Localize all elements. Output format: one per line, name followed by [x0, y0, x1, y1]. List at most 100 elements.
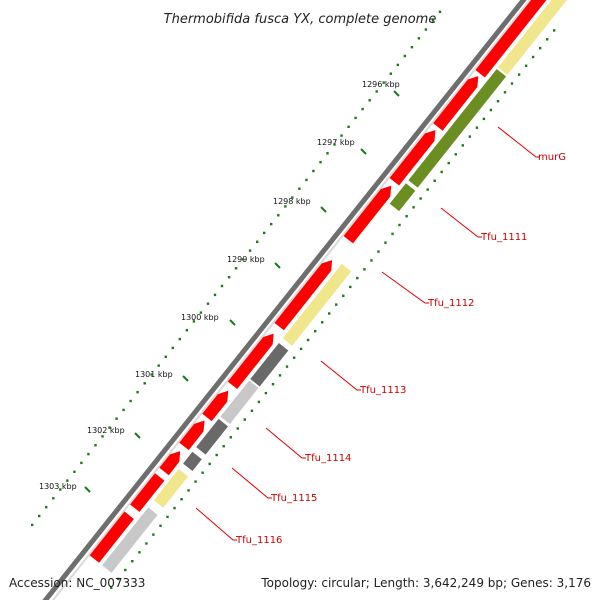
outer-ruler-dot: [284, 205, 287, 208]
callout-line: [231, 467, 272, 499]
inner-ruler-dot: [145, 542, 148, 545]
inner-ruler-dot: [166, 515, 169, 519]
cds-feature-ring: [89, 0, 547, 563]
outer-ruler-dot: [52, 497, 55, 500]
inner-ruler-dot: [152, 533, 155, 536]
inner-ruler-dot: [342, 294, 345, 297]
cds-feature-11: [89, 511, 134, 563]
outer-ruler-dot: [312, 169, 315, 173]
inner-ruler-dot: [398, 223, 401, 227]
inner-ruler-dot: [243, 418, 246, 421]
outer-ruler-dot: [157, 364, 160, 367]
tick-mark: [393, 90, 400, 97]
outer-ruler-dot: [333, 143, 336, 146]
cds-feature-9: [159, 451, 181, 476]
outer-ruler-dot: [319, 161, 322, 164]
outer-ruler-dot: [199, 311, 203, 314]
callout-line: [195, 507, 237, 541]
ruler-tick-1303: 1303 kbp: [39, 482, 91, 493]
outer-ruler-dot: [396, 63, 399, 67]
gene-label[interactable]: murG: [538, 152, 566, 163]
ruler-tick-1299: 1299 kbp: [227, 255, 281, 269]
outer-ruler-dot: [129, 399, 132, 403]
inner-ruler-dot: [356, 276, 359, 280]
inner-ruler-dot: [222, 445, 225, 448]
inner-ruler-dot: [489, 108, 493, 112]
outer-ruler-dot: [80, 461, 83, 465]
outer-ruler-dot: [431, 19, 435, 22]
outer-ruler-dot: [185, 329, 189, 332]
outer-ruler-dot: [417, 37, 421, 40]
inner-ruler-dot: [468, 135, 471, 138]
gene-label[interactable]: Tfu_1113: [359, 385, 406, 396]
outer-ruler-dot: [45, 506, 48, 509]
genome-backbone: [42, 0, 527, 600]
outer-ruler-dot: [87, 452, 90, 456]
cds-feature-2: [433, 76, 479, 131]
gene-label[interactable]: Tfu_1114: [304, 453, 351, 464]
ruler-tick-1296: 1296 kbp: [362, 80, 400, 97]
feature-segment-7: [196, 418, 228, 455]
outer-ruler-dot: [227, 276, 231, 279]
outer-ruler-dot: [31, 523, 34, 527]
inner-ruler-dot: [236, 427, 239, 430]
inner-ruler-dot: [314, 330, 317, 333]
outer-ruler-dot: [122, 408, 125, 412]
inner-ruler-dot: [328, 312, 331, 315]
tick-label: 1300 kbp: [181, 313, 219, 322]
gene-label[interactable]: Tfu_1116: [235, 535, 282, 546]
inner-ruler-dot: [124, 568, 127, 572]
outer-ruler-dot: [164, 355, 167, 358]
inner-ruler-dot: [278, 374, 282, 377]
outer-ruler-dot: [375, 90, 378, 93]
inner-ruler-dot: [433, 179, 436, 182]
tick-mark: [134, 432, 141, 439]
inner-ruler-dot: [201, 471, 204, 474]
inner-ruler-dot: [187, 489, 190, 492]
outer-ruler-dot: [136, 391, 139, 394]
genome-backbone-highlight: [51, 0, 532, 600]
inner-ruler-dot: [321, 321, 324, 324]
outer-ruler-dot: [291, 196, 294, 199]
outer-ruler-dot: [368, 99, 371, 102]
inner-ruler-dot: [482, 117, 486, 121]
outer-ruler-dot: [150, 373, 153, 376]
outer-ruler-dot: [263, 231, 266, 235]
inner-ruler-dot: [405, 215, 408, 218]
tick-label: 1303 kbp: [39, 482, 77, 491]
inner-ruler-dot: [503, 91, 507, 94]
tick-mark: [360, 148, 367, 155]
gene-callout-Tfu_1112: Tfu_1112: [381, 271, 474, 309]
feature-segment-8: [183, 451, 202, 471]
cds-feature-6: [227, 333, 274, 389]
tick-label: 1296 kbp: [362, 80, 400, 89]
tick-label: 1301 kbp: [135, 370, 173, 379]
outer-ruler-dot: [340, 134, 343, 137]
inner-ruler-dots: [110, 29, 556, 589]
inner-ruler-dot: [173, 506, 176, 510]
outer-ruler-dot: [438, 10, 442, 13]
callout-line: [440, 207, 482, 238]
inner-ruler-dot: [426, 188, 429, 191]
inner-ruler-dot: [461, 144, 464, 147]
gene-label[interactable]: Tfu_1111: [480, 232, 527, 243]
feature-segment-5: [250, 343, 289, 387]
inner-ruler-dot: [194, 480, 197, 483]
outer-ruler-dot: [206, 302, 210, 305]
outer-ruler-dot: [59, 488, 62, 491]
feature-ring: [102, 0, 567, 573]
outer-ruler-dot: [38, 514, 41, 518]
cds-feature-8: [179, 420, 205, 451]
gene-label[interactable]: Tfu_1112: [427, 298, 474, 309]
gene-label[interactable]: Tfu_1115: [270, 493, 317, 504]
outer-ruler-dot: [347, 125, 350, 128]
inner-ruler-dot: [229, 436, 232, 439]
outer-ruler-dot: [241, 258, 245, 261]
inner-ruler-dot: [335, 303, 338, 306]
inner-ruler-dot: [110, 586, 113, 589]
inner-ruler-dot: [553, 29, 556, 32]
accession-text: Accession: NC_007333: [9, 576, 146, 590]
outer-ruler-dot: [108, 426, 111, 429]
inner-ruler-dot: [131, 560, 134, 563]
cds-feature-5: [274, 260, 333, 331]
